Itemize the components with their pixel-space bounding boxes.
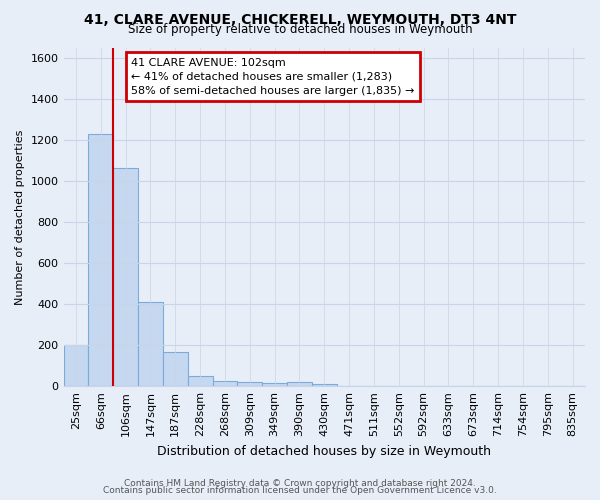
X-axis label: Distribution of detached houses by size in Weymouth: Distribution of detached houses by size … [157,444,491,458]
Bar [163,352,188,386]
Bar [312,384,337,386]
Bar [138,302,163,386]
Bar [287,382,312,386]
Bar [113,168,138,386]
Text: 41, CLARE AVENUE, CHICKERELL, WEYMOUTH, DT3 4NT: 41, CLARE AVENUE, CHICKERELL, WEYMOUTH, … [84,12,516,26]
Text: 41 CLARE AVENUE: 102sqm
← 41% of detached houses are smaller (1,283)
58% of semi: 41 CLARE AVENUE: 102sqm ← 41% of detache… [131,58,415,96]
Text: Contains HM Land Registry data © Crown copyright and database right 2024.: Contains HM Land Registry data © Crown c… [124,478,476,488]
Bar [88,134,113,386]
Y-axis label: Number of detached properties: Number of detached properties [15,129,25,304]
Bar [188,376,212,386]
Text: Size of property relative to detached houses in Weymouth: Size of property relative to detached ho… [128,22,472,36]
Bar [212,381,238,386]
Bar [64,345,88,386]
Bar [238,382,262,386]
Text: Contains public sector information licensed under the Open Government Licence v3: Contains public sector information licen… [103,486,497,495]
Bar [262,383,287,386]
